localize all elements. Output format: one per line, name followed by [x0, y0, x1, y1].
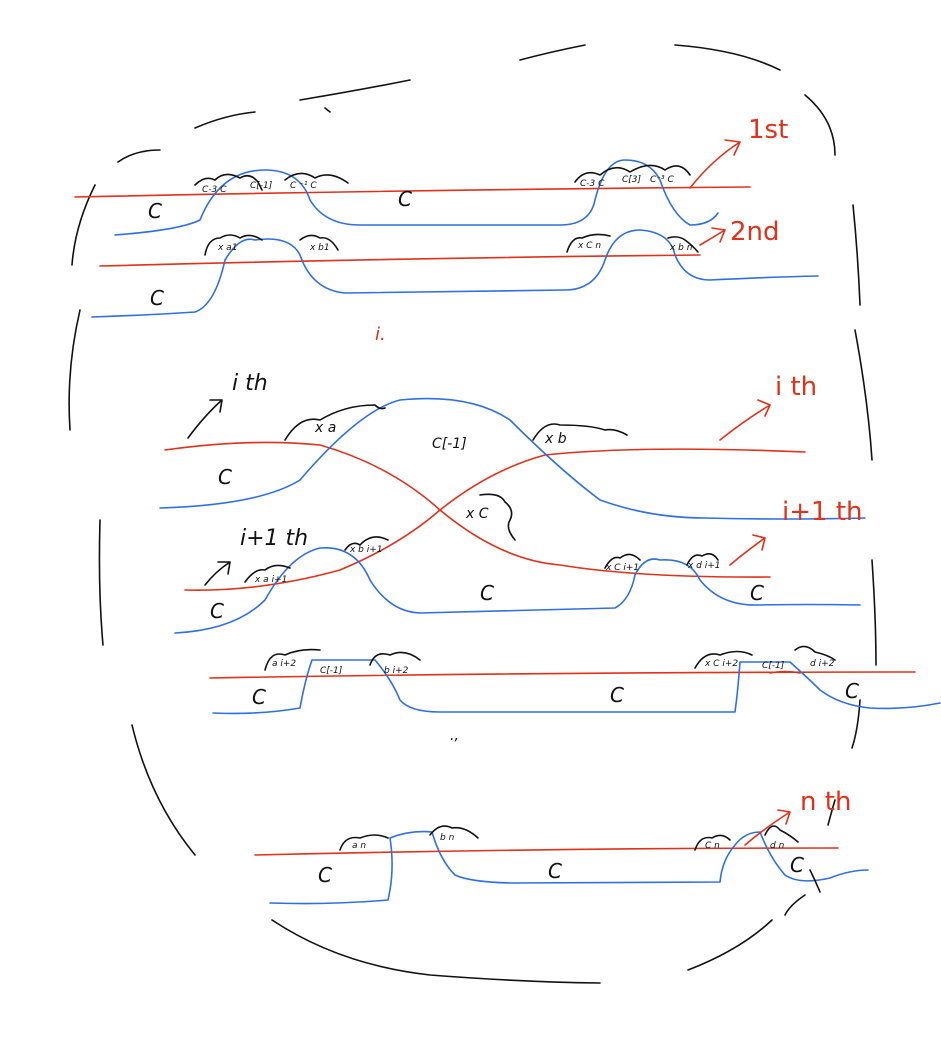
nth-c-left: C [318, 863, 332, 887]
row5-b2: C[-1] [320, 666, 343, 676]
row2-b3: x C n [577, 241, 601, 251]
boundary-stroke [195, 112, 255, 128]
arrow-i1th-left [205, 562, 230, 585]
row5-c-mid: C [610, 683, 624, 707]
row5-b1: a i+2 [272, 659, 296, 669]
row5-b4: x C i+2 [704, 659, 738, 669]
label-nth: n th [800, 787, 851, 817]
row2-b2: x b1 [309, 243, 330, 253]
boundary-stroke [272, 920, 600, 983]
row-nth: C C C a n b n C n d n n th [255, 787, 868, 904]
nth-b3: C n [705, 841, 720, 851]
i1th-c-left: C [210, 599, 224, 623]
ith-c-mid: C[-1] [432, 436, 467, 452]
row-ith: C C[-1] x a x b x C C C C x a i+1 x b i+… [160, 371, 865, 633]
i1th-b3: x C i+1 [605, 563, 639, 573]
row1-b2: C[-1] [250, 181, 273, 191]
continuation-dots-2: ., [450, 728, 459, 744]
label-i1th-right: i+1 th [782, 497, 863, 527]
row1-b3: C ⁻¹ C [290, 181, 317, 191]
ith-xa: x a [314, 420, 336, 436]
boundary-stroke [805, 95, 835, 155]
boundary-stroke [785, 895, 805, 915]
row5-b6: d i+2 [810, 659, 835, 669]
nth-c-right: C [790, 853, 804, 877]
ith-c-left: C [218, 465, 232, 489]
row1-b4: C-3 C [580, 179, 605, 189]
boundary-stroke [99, 520, 103, 645]
i1th-c-right: C [750, 581, 764, 605]
boundary-stroke [688, 920, 772, 970]
label-ith-left: i th [232, 371, 268, 396]
i1th-b1: x a i+1 [254, 575, 287, 585]
brace-nth-b4 [765, 826, 798, 842]
row5-c-right: C [845, 679, 859, 703]
label-2nd: 2nd [730, 217, 780, 247]
continuation-dots-1: i. [375, 324, 386, 345]
row5-c-left: C [252, 685, 266, 709]
row-1: C C C-3 C C[-1] C ⁻¹ C C-3 C C[3] C⁻³ C … [75, 115, 788, 235]
label-1st: 1st [748, 115, 788, 145]
blue-curve-ith [160, 399, 865, 519]
label-ith-right: i th [775, 372, 817, 402]
i1th-c-mid: C [480, 581, 494, 605]
row5-b5: C[-1] [762, 661, 785, 671]
boundary-stroke [118, 150, 160, 162]
row-5: C C C a i+2 C[-1] b i+2 x C i+2 C[-1] d … [210, 646, 940, 713]
row1-b1: C-3 C [202, 185, 227, 195]
boundary-stroke [853, 205, 860, 305]
ith-xb: x b [544, 431, 567, 447]
row2-b1: x a1 [217, 243, 237, 253]
row1-b5: C[3] [622, 175, 642, 185]
boundary-stroke [132, 725, 195, 855]
boundary-stroke [69, 310, 80, 430]
arrow-ith-left [188, 400, 222, 438]
red-line-row1 [75, 187, 750, 197]
row2-c-left: C [150, 286, 164, 310]
boundary-stroke [520, 45, 585, 60]
row1-c-mid: C [398, 187, 412, 211]
i1th-b4: x d i+1 [687, 561, 721, 571]
row-2: C x a1 x b1 x C n x b n 2nd [92, 217, 818, 317]
arrow-nth [745, 810, 790, 845]
blue-curve-row2 [92, 230, 818, 317]
arrow-2nd [700, 228, 725, 245]
brace-row5-b6 [795, 646, 835, 660]
ith-xc: x C [465, 506, 489, 522]
boundary-stroke [325, 108, 330, 112]
row1-b6: C⁻³ C [650, 175, 675, 185]
arrow-1st [690, 140, 740, 188]
nth-b4: d n [770, 841, 785, 851]
red-line-nth [255, 848, 838, 855]
row2-b4: x b n [669, 243, 693, 253]
arrow-ith-right [720, 400, 770, 440]
row5-b3: b i+2 [384, 666, 409, 676]
boundary-stroke [855, 330, 872, 460]
nth-b1: a n [352, 841, 366, 851]
red-line-row5 [210, 672, 915, 678]
nth-c-mid: C [548, 859, 562, 883]
red-line-row2 [100, 255, 700, 266]
boundary-stroke [872, 560, 876, 665]
arrow-i1th-right [730, 535, 765, 565]
boundary-stroke [675, 45, 780, 70]
i1th-b2: x b i+1 [349, 545, 383, 555]
row1-c-left: C [148, 199, 162, 223]
boundary-stroke [300, 80, 410, 100]
label-i1th-left: i+1 th [240, 526, 308, 551]
nth-b2: b n [440, 833, 455, 843]
